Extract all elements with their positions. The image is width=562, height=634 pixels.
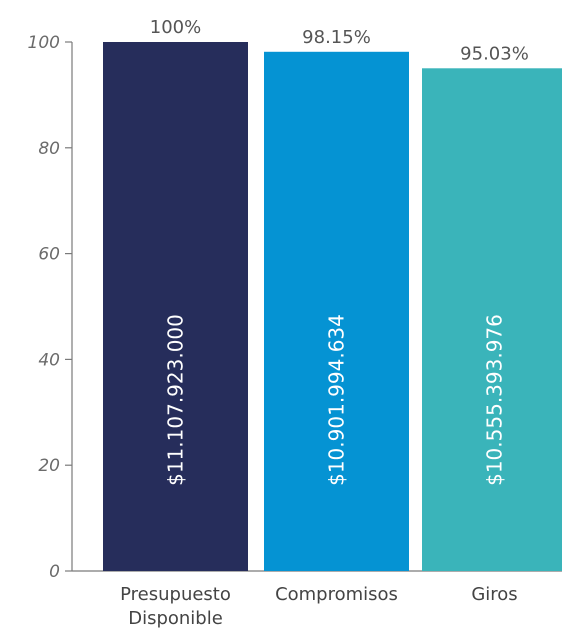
y-tick-label: 80 xyxy=(38,139,60,159)
category-label: Giros xyxy=(471,584,517,605)
y-axis: 0 20 40 60 80 100 xyxy=(28,33,562,582)
category-label: Presupuesto xyxy=(120,584,231,605)
bar-value-label: $10.901.994.634 xyxy=(325,314,349,486)
y-tick-label: 40 xyxy=(38,350,60,370)
y-tick-label: 100 xyxy=(28,33,60,53)
x-axis-labels: Presupuesto Disponible Compromisos Giros xyxy=(120,584,518,629)
category-label: Disponible xyxy=(128,608,223,629)
bar-value-label: $10.555.393.976 xyxy=(483,314,507,486)
y-tick-label: 0 xyxy=(49,562,60,582)
bar xyxy=(264,51,409,571)
bar xyxy=(103,42,248,571)
percent-label: 100% xyxy=(150,17,201,38)
bar xyxy=(422,68,562,572)
bar-value-label: $11.107.923.000 xyxy=(164,314,188,486)
category-label: Compromisos xyxy=(275,584,398,605)
bars: 100% $11.107.923.000 98.15% $10.901.994.634… xyxy=(103,17,562,572)
y-tick-label: 20 xyxy=(38,456,60,476)
y-tick-label: 60 xyxy=(38,245,60,265)
percent-label: 98.15% xyxy=(302,27,371,48)
percent-label: 95.03% xyxy=(460,43,529,64)
